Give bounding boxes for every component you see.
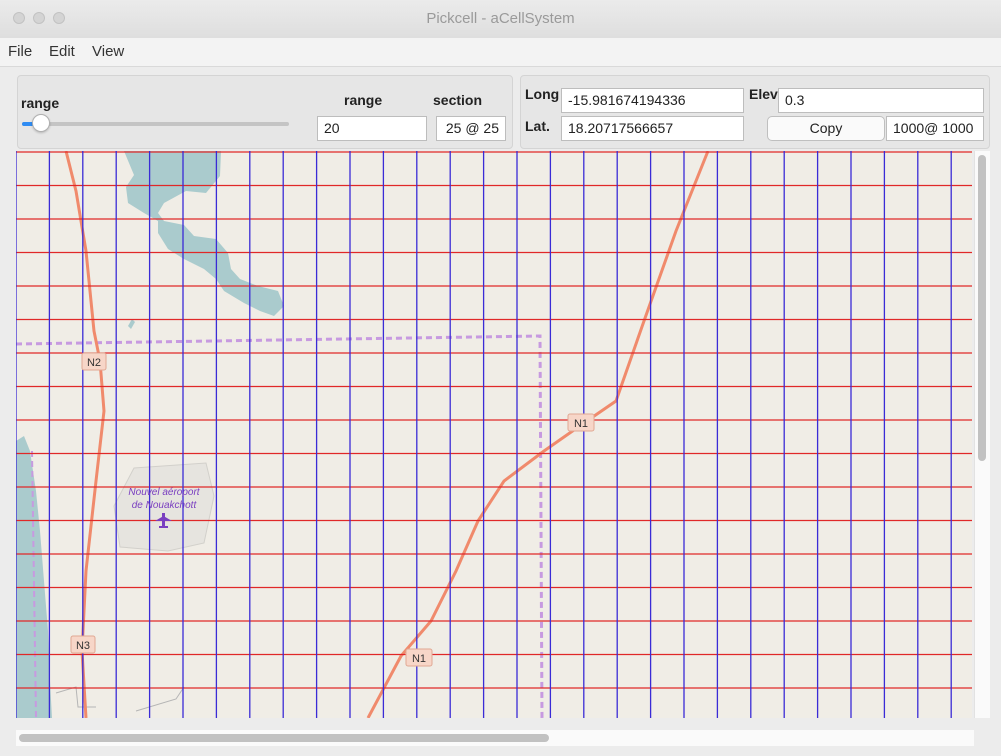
road-shield-n1-upper: N1	[567, 413, 595, 432]
range-input[interactable]: 20	[317, 116, 427, 141]
grid-vertical	[16, 151, 952, 718]
poi-label-line2: de Nouakchott	[132, 500, 198, 511]
title-bar: Pickcell - aCellSystem	[0, 0, 1001, 39]
range-slider-label: range	[21, 95, 60, 111]
minimize-window-icon[interactable]	[33, 12, 45, 24]
range-slider-track[interactable]	[22, 122, 289, 126]
menu-edit[interactable]: Edit	[49, 43, 75, 60]
section-input[interactable]: 25 @ 25	[436, 116, 506, 141]
poi-label-line1: Nouvel aéroport	[128, 487, 200, 498]
lat-input[interactable]: 18.20717566657	[561, 116, 744, 141]
window-title: Pickcell - aCellSystem	[426, 10, 575, 27]
range-label: range	[344, 92, 383, 108]
copy-button[interactable]: Copy	[767, 116, 885, 141]
grid-horizontal	[16, 151, 972, 689]
menu-bar: File Edit View	[0, 38, 1001, 67]
menu-view[interactable]: View	[92, 43, 125, 60]
road-shield-n1-lower: N1	[405, 648, 433, 667]
water-pond	[128, 319, 135, 329]
road-label-n2: N2	[87, 357, 101, 369]
long-label: Long	[525, 86, 560, 102]
horizontal-scroll-thumb[interactable]	[19, 734, 549, 742]
water-coast	[16, 436, 52, 718]
vertical-scroll-thumb[interactable]	[978, 155, 986, 461]
map-view[interactable]: N2 N1 N3 N1 Nouvel aéroport de Nouakchot…	[16, 151, 972, 718]
road-label-n3: N3	[76, 640, 90, 652]
menu-file[interactable]: File	[8, 43, 33, 60]
boundary-line	[16, 334, 544, 718]
resolution-input[interactable]: 1000@ 1000	[886, 116, 984, 141]
lat-label: Lat.	[525, 118, 550, 134]
road-shield-n3: N3	[70, 635, 96, 654]
road-label-n1-upper: N1	[574, 418, 588, 430]
elev-label: Elev	[749, 86, 778, 102]
minor-road	[55, 686, 96, 708]
road-n1	[366, 151, 710, 718]
map-land	[16, 151, 972, 718]
road-shield-n2: N2	[81, 352, 107, 371]
close-window-icon[interactable]	[13, 12, 25, 24]
water-lagoon	[124, 151, 284, 316]
airplane-icon[interactable]	[155, 513, 172, 528]
section-label: section	[433, 92, 483, 108]
range-panel	[17, 75, 513, 149]
vertical-scrollbar[interactable]	[974, 151, 990, 718]
boundary-line-west	[31, 450, 37, 718]
airport-area	[113, 462, 215, 552]
range-slider-thumb[interactable]	[31, 114, 50, 132]
map-canvas[interactable]: N2 N1 N3 N1 Nouvel aéroport de Nouakchot…	[16, 151, 972, 718]
road-label-n1-lower: N1	[412, 653, 426, 665]
zoom-window-icon[interactable]	[53, 12, 65, 24]
horizontal-scrollbar[interactable]	[16, 730, 974, 746]
range-slider-fill	[22, 122, 41, 126]
elev-input[interactable]: 0.3	[778, 88, 984, 113]
long-input[interactable]: -15.981674194336	[561, 88, 744, 113]
